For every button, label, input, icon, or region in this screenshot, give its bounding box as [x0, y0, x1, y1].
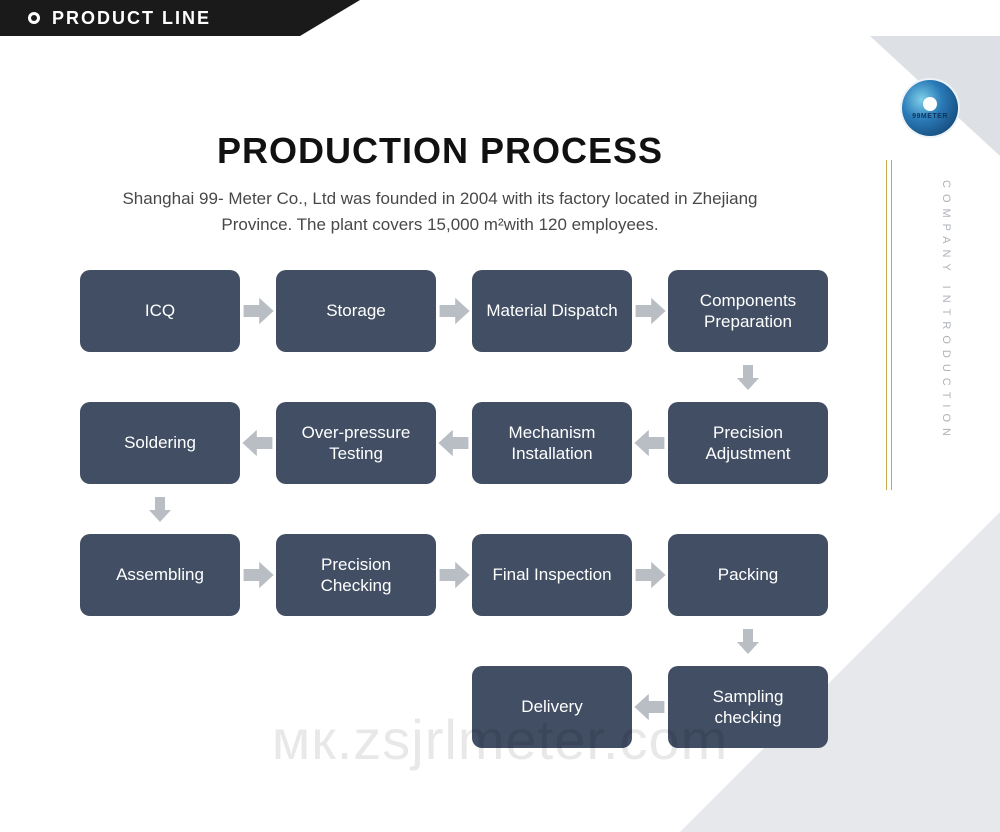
- headline-block: PRODUCTION PROCESS Shanghai 99- Meter Co…: [0, 130, 880, 237]
- arrow-right-icon: [436, 557, 472, 593]
- flow-node: Precision Adjustment: [668, 402, 828, 484]
- arrow-right-icon: [240, 293, 276, 329]
- arrow-down-icon: [145, 487, 175, 531]
- flow-node: Components Preparation: [668, 270, 828, 352]
- arrow-right-icon: [632, 293, 668, 329]
- arrow-left-icon: [632, 425, 668, 461]
- arrow-down-icon: [733, 355, 763, 399]
- flow-node: Soldering: [80, 402, 240, 484]
- process-flowchart: ICQ Storage Material Dispatch Components…: [80, 270, 900, 798]
- arrow-left-icon: [436, 425, 472, 461]
- arrow-right-icon: [632, 557, 668, 593]
- arrow-left-icon: [240, 425, 276, 461]
- logo-text: 99METER: [912, 113, 948, 120]
- logo-clock-icon: [923, 97, 937, 111]
- flow-node: Over-pressure Testing: [276, 402, 436, 484]
- brand-logo: 99METER: [902, 80, 958, 136]
- flow-node: Final Inspection: [472, 534, 632, 616]
- flow-node: Assembling: [80, 534, 240, 616]
- flow-node: ICQ: [80, 270, 240, 352]
- arrow-down-icon: [733, 619, 763, 663]
- side-label: COMPANY INTRODUCTION: [940, 180, 952, 442]
- flow-node: Sampling checking: [668, 666, 828, 748]
- flow-node: Precision Checking: [276, 534, 436, 616]
- banner-strip: PRODUCT LINE: [0, 0, 300, 36]
- flow-node: Packing: [668, 534, 828, 616]
- page-title: PRODUCTION PROCESS: [0, 130, 880, 172]
- flow-node: Mechanism Installation: [472, 402, 632, 484]
- page-subtitle: Shanghai 99- Meter Co., Ltd was founded …: [0, 186, 880, 237]
- flow-node: Storage: [276, 270, 436, 352]
- arrow-right-icon: [240, 557, 276, 593]
- banner-dot-icon: [28, 12, 40, 24]
- banner-label: PRODUCT LINE: [52, 8, 211, 29]
- arrow-left-icon: [632, 689, 668, 725]
- flow-node: Material Dispatch: [472, 270, 632, 352]
- arrow-right-icon: [436, 293, 472, 329]
- flow-node: Delivery: [472, 666, 632, 748]
